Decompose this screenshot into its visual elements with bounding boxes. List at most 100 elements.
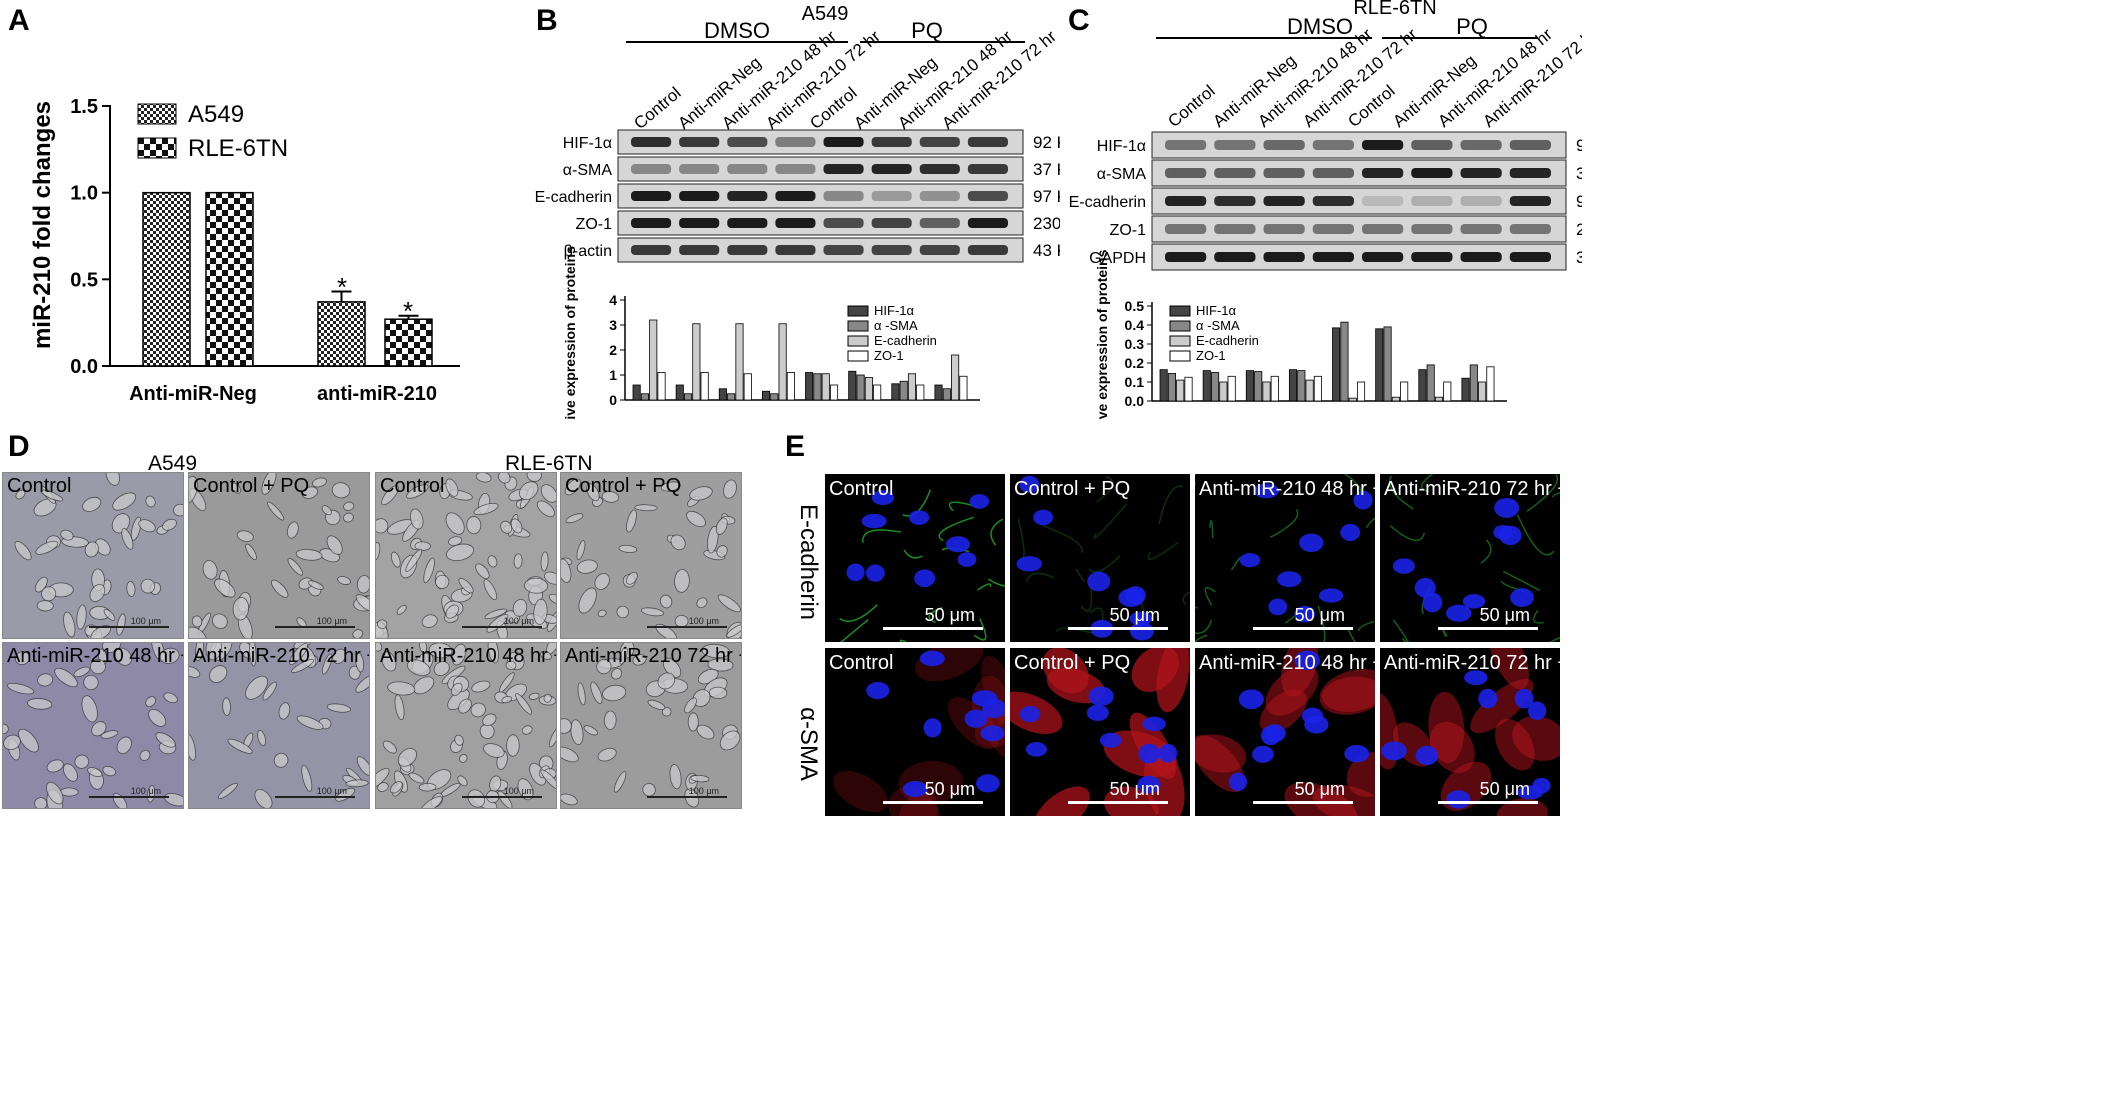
scale-bar-label: 100 μm bbox=[503, 786, 534, 796]
bar bbox=[1348, 397, 1357, 402]
bar bbox=[899, 380, 908, 401]
blot-band bbox=[1165, 196, 1207, 206]
panel-b: A549 DMSO PQ ControlAnti-miR-NegAnti-miR… bbox=[535, 3, 1060, 420]
e-row-label-sma: α-SMA bbox=[795, 707, 822, 781]
scale-bar bbox=[275, 626, 355, 628]
blot-size-label: 37 KD bbox=[1576, 164, 1582, 183]
scale-bar bbox=[1253, 627, 1353, 630]
blot-strip bbox=[1151, 215, 1567, 243]
bar bbox=[761, 390, 771, 401]
y-tick-label: 0.1 bbox=[1125, 374, 1145, 390]
alpha-sma-image: Control 50 μm bbox=[825, 648, 1005, 816]
cell-texture bbox=[561, 643, 741, 808]
micrograph-label: Control + PQ bbox=[193, 475, 310, 497]
blot-band bbox=[1165, 140, 1207, 150]
scale-bar-label: 50 μm bbox=[1109, 605, 1160, 625]
panel-letter-a: A bbox=[8, 4, 30, 37]
y-tick-label: 2 bbox=[609, 342, 617, 358]
d-col-title-a549: A549 bbox=[148, 452, 198, 475]
e-row-label-ecad: E-cadherin bbox=[795, 503, 822, 621]
blot-band bbox=[1509, 252, 1551, 262]
bar bbox=[384, 318, 433, 367]
fluorescence-texture bbox=[839, 489, 1005, 642]
bar bbox=[1254, 371, 1263, 402]
legend-label: ZO-1 bbox=[1196, 348, 1226, 363]
lane-label: Control bbox=[1164, 81, 1218, 131]
blot-strip bbox=[617, 210, 1024, 236]
blot-band bbox=[1263, 140, 1305, 150]
y-tick-label: 1.5 bbox=[70, 96, 98, 118]
legend-swatch bbox=[1169, 335, 1191, 347]
blot-strip bbox=[1151, 243, 1567, 271]
blot-strip bbox=[617, 183, 1024, 209]
blot-band bbox=[967, 137, 1008, 147]
bar bbox=[640, 393, 649, 401]
cell-texture bbox=[561, 478, 741, 638]
scale-bar bbox=[275, 796, 355, 798]
blot-band bbox=[871, 164, 912, 174]
fluorescence-texture bbox=[1380, 648, 1560, 816]
blot-band bbox=[679, 137, 720, 147]
scale-bar bbox=[1068, 801, 1168, 804]
blot-band bbox=[631, 137, 672, 147]
blot-size-label: 230 KD bbox=[1576, 220, 1582, 239]
bar bbox=[1219, 381, 1228, 402]
bar bbox=[907, 373, 917, 401]
blot-band bbox=[967, 164, 1008, 174]
bar bbox=[1159, 369, 1168, 402]
blot-band bbox=[1263, 196, 1305, 206]
cell-texture bbox=[189, 473, 369, 638]
blot-size-label: 230 KD bbox=[1033, 214, 1060, 233]
scale-bar bbox=[1438, 627, 1538, 630]
bar bbox=[684, 393, 693, 401]
blot-band bbox=[823, 164, 864, 174]
y-tick-label: 0.5 bbox=[70, 269, 98, 291]
blot-band bbox=[775, 137, 816, 147]
blot-band bbox=[1460, 196, 1502, 206]
blot-band bbox=[1312, 140, 1354, 150]
bar bbox=[1478, 381, 1487, 402]
blot-strip bbox=[1151, 159, 1567, 187]
blot-band bbox=[631, 191, 672, 201]
bar bbox=[770, 393, 779, 401]
group-dmso: DMSO bbox=[704, 18, 770, 43]
micrograph: Anti-miR-210 72 hr + PQ 100 μm bbox=[188, 642, 370, 809]
blot-band bbox=[775, 164, 816, 174]
bar bbox=[205, 191, 254, 367]
y-axis-label: Relative expression of proteins bbox=[1094, 249, 1110, 420]
blot-band bbox=[1263, 168, 1305, 178]
blot-band bbox=[1509, 196, 1551, 206]
bar bbox=[864, 377, 873, 401]
y-tick-label: 0.4 bbox=[1125, 317, 1145, 333]
scale-bar-label: 100 μm bbox=[688, 786, 719, 796]
bar bbox=[1400, 381, 1409, 402]
ecadherin-image: Anti-miR-210 72 hr + PQ 50 μm bbox=[1380, 474, 1560, 642]
legend-swatch bbox=[847, 350, 869, 362]
blot-band bbox=[823, 191, 864, 201]
blot-protein-label: HIF-1α bbox=[563, 135, 612, 152]
cell-texture bbox=[3, 643, 183, 808]
fluorescence-label: Anti-miR-210 48 hr + PQ bbox=[1199, 478, 1375, 500]
y-tick-label: 0.0 bbox=[70, 356, 98, 378]
scale-bar bbox=[462, 626, 542, 628]
legend-label: HIF-1α bbox=[1196, 303, 1237, 318]
scale-bar bbox=[89, 796, 169, 798]
micrograph: Control 100 μm bbox=[2, 472, 184, 639]
blot-band bbox=[967, 245, 1008, 255]
blot-strip bbox=[1151, 187, 1567, 215]
blot-band bbox=[919, 245, 960, 255]
blot-band bbox=[679, 164, 720, 174]
blot-band bbox=[1509, 140, 1551, 150]
bar bbox=[1270, 375, 1279, 402]
micrograph: Anti-miR-210 48 hr + PQ 100 μm bbox=[2, 642, 184, 809]
bar bbox=[1332, 327, 1341, 402]
fluorescence-label: Control bbox=[829, 478, 894, 500]
bar bbox=[1227, 375, 1236, 402]
panel-c: RLE-6TN DMSO PQ ControlAnti-miR-NegAnti-… bbox=[1069, 0, 1582, 420]
blot-band bbox=[967, 191, 1008, 201]
blot-band bbox=[1165, 224, 1207, 234]
blot-band bbox=[967, 218, 1008, 228]
bar bbox=[1461, 377, 1470, 402]
bar bbox=[786, 372, 795, 401]
fluorescence-texture bbox=[1010, 648, 1190, 816]
